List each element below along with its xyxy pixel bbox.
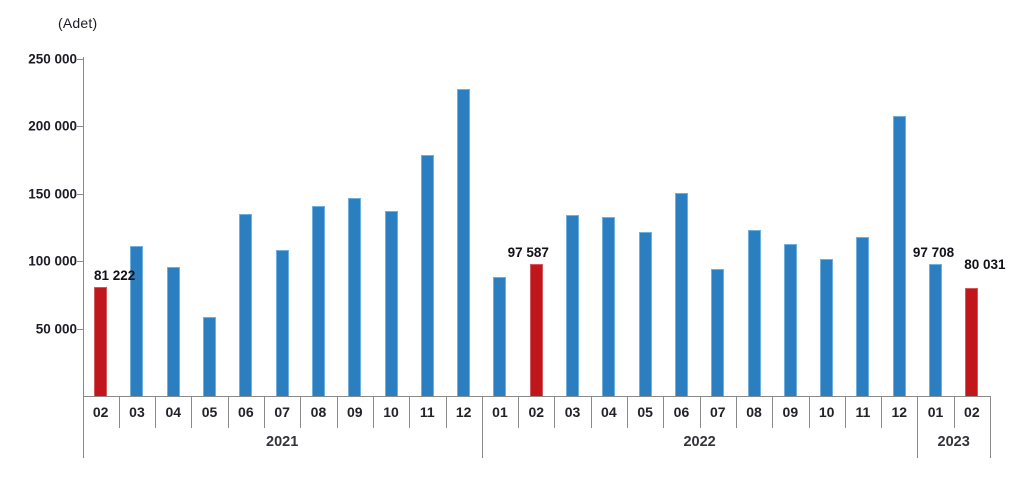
month-divider-line (772, 396, 774, 428)
x-tick-month-label: 03 (129, 404, 145, 420)
y-tick-label: 250 000 (28, 51, 77, 67)
x-tick-month-label: 10 (818, 404, 835, 420)
x-tick-month-label: 08 (310, 404, 327, 420)
highlighted-bar (965, 288, 979, 396)
x-tick-month-label: 04 (165, 404, 182, 420)
x-axis-year-label: 2023 (937, 434, 970, 450)
y-tick-mark (77, 59, 83, 60)
bar (783, 243, 797, 396)
month-divider-line (191, 396, 193, 428)
x-axis-line (82, 396, 990, 397)
x-tick-month-label: 02 (964, 404, 980, 420)
bar-value-label: 81 222 (93, 267, 136, 283)
month-divider-line (118, 396, 120, 428)
bar (130, 245, 144, 396)
x-tick-month-label: 04 (601, 404, 617, 420)
month-divider-line (300, 396, 302, 428)
month-divider-line (699, 396, 701, 428)
bar (566, 215, 580, 396)
y-tick-mark (77, 126, 83, 128)
bar (457, 89, 471, 396)
bar-value-label: 80 031 (964, 257, 1006, 273)
bar (420, 155, 434, 396)
month-divider-line (227, 396, 229, 428)
x-axis-year-label: 2022 (683, 434, 716, 450)
x-tick-month-label: 11 (419, 404, 435, 420)
bar (892, 115, 906, 396)
year-boundary-line (917, 396, 919, 458)
highlighted-bar (94, 286, 108, 396)
bar (239, 214, 253, 396)
month-divider-line (518, 396, 520, 428)
y-tick-label: 50 000 (35, 321, 77, 337)
x-tick-month-label: 01 (492, 404, 508, 420)
x-tick-month-label: 03 (564, 404, 581, 420)
x-tick-month-label: 02 (92, 404, 109, 420)
month-divider-line (590, 396, 592, 428)
bar (602, 216, 616, 396)
highlighted-bar (529, 264, 543, 396)
y-tick-mark (77, 328, 83, 330)
bar (311, 205, 325, 396)
bar (493, 277, 507, 396)
month-divider-line (264, 396, 265, 428)
bar (820, 258, 834, 396)
x-tick-month-label: 09 (782, 404, 799, 420)
month-divider-line (409, 396, 411, 428)
bar (674, 193, 688, 396)
y-axis-line (82, 57, 84, 458)
x-tick-month-label: 07 (709, 404, 726, 420)
x-tick-month-label: 06 (238, 404, 254, 420)
x-tick-month-label: 08 (746, 404, 762, 420)
year-boundary-line (990, 396, 991, 458)
month-divider-line (881, 396, 883, 428)
x-tick-month-label: 06 (673, 404, 690, 420)
month-divider-line (953, 396, 955, 428)
y-tick-label: 100 000 (28, 253, 77, 269)
bar (348, 197, 362, 396)
bar (203, 317, 217, 396)
y-tick-mark (77, 261, 83, 263)
year-boundary-line (481, 396, 483, 458)
x-tick-month-label: 02 (528, 404, 545, 420)
x-tick-month-label: 09 (346, 404, 363, 420)
bar (275, 250, 289, 396)
x-tick-month-label: 05 (201, 404, 218, 420)
month-divider-line (844, 396, 846, 428)
x-tick-month-label: 01 (927, 404, 944, 420)
month-divider-line (445, 396, 447, 428)
bar (384, 210, 398, 396)
month-divider-line (663, 396, 665, 428)
x-tick-month-label: 10 (383, 404, 399, 420)
bar (929, 264, 943, 396)
x-axis-year-label: 2021 (266, 434, 299, 450)
month-divider-line (372, 396, 374, 428)
bar-value-label: 97 587 (507, 245, 549, 261)
month-divider-line (155, 396, 157, 428)
month-divider-line (627, 396, 628, 428)
bar (711, 269, 725, 396)
y-tick-label: 200 000 (28, 118, 77, 134)
bar (856, 236, 870, 396)
bar (747, 229, 761, 396)
bar (638, 231, 652, 396)
y-tick-label: 150 000 (28, 186, 77, 202)
month-divider-line (336, 396, 338, 428)
bar (166, 267, 180, 396)
month-divider-line (735, 396, 737, 428)
month-divider-line (808, 396, 810, 428)
bar-value-label: 97 708 (912, 245, 955, 261)
y-axis-unit-label: (Adet) (58, 15, 98, 31)
x-tick-month-label: 12 (455, 404, 472, 420)
x-tick-month-label: 07 (274, 404, 290, 420)
x-tick-month-label: 11 (855, 404, 871, 420)
x-tick-month-label: 12 (891, 404, 908, 420)
y-tick-mark (77, 193, 83, 195)
month-divider-line (554, 396, 556, 428)
x-tick-month-label: 05 (637, 404, 653, 420)
